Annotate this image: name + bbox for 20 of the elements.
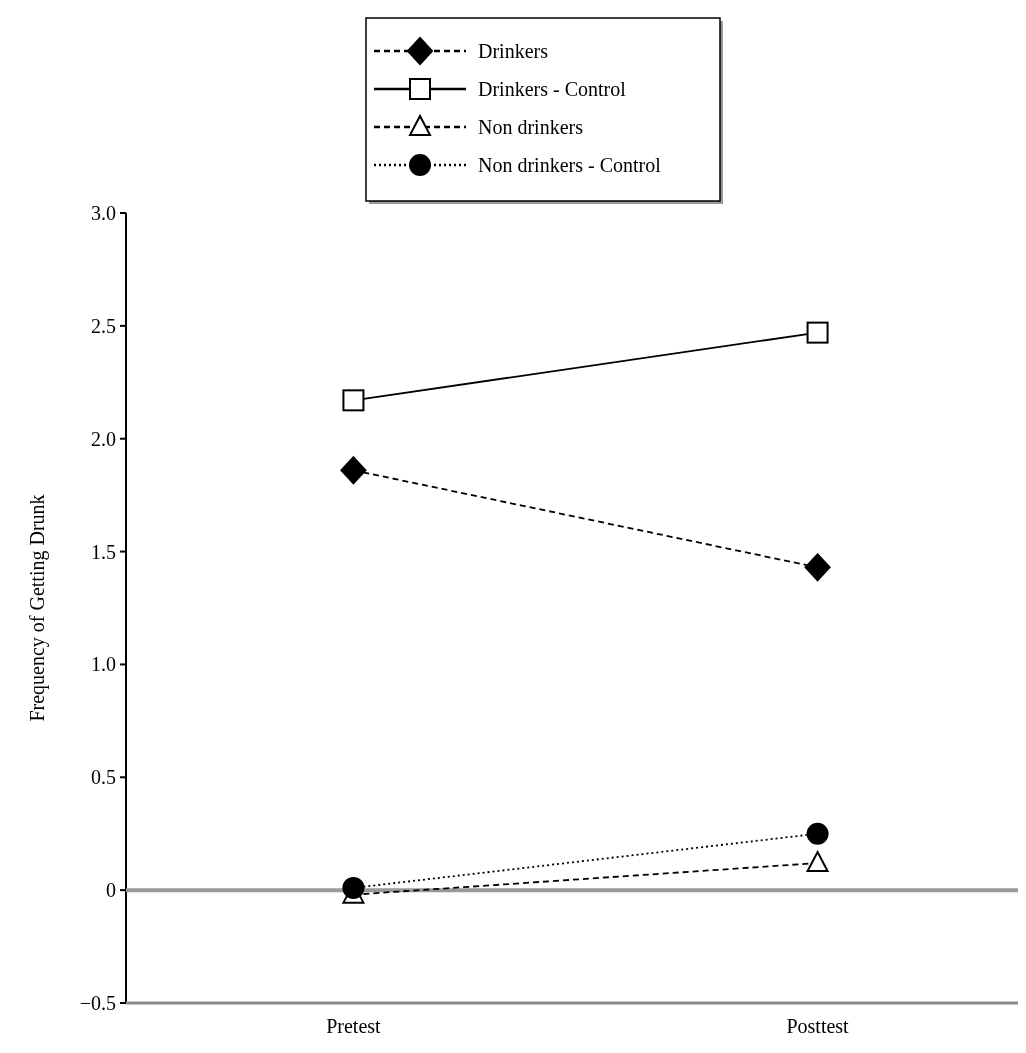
legend-label: Drinkers - Control	[478, 78, 627, 100]
y-tick-label: 1.0	[91, 653, 116, 676]
point	[340, 456, 367, 485]
point	[806, 822, 829, 845]
point	[806, 321, 829, 344]
y-tick-label: 0.5	[91, 766, 116, 789]
point	[804, 553, 831, 582]
point	[342, 389, 365, 412]
y-tick-label: 2.5	[91, 314, 116, 337]
y-tick-label: −0.5	[79, 992, 116, 1014]
legend-label: Non drinkers - Control	[478, 154, 662, 176]
y-tick-label: 3.0	[91, 202, 116, 224]
y-tick-label: 0	[106, 879, 116, 902]
y-axis-title: Frequency of Getting Drunk	[26, 494, 49, 722]
x-tick-label: Pretest	[326, 1015, 382, 1037]
y-tick-label: 1.5	[91, 540, 116, 563]
y-tick-label: 2.0	[91, 427, 116, 450]
legend-label: Non drinkers	[478, 116, 584, 138]
x-tick-label: Posttest	[786, 1015, 850, 1037]
legend-label: Drinkers	[478, 40, 549, 62]
